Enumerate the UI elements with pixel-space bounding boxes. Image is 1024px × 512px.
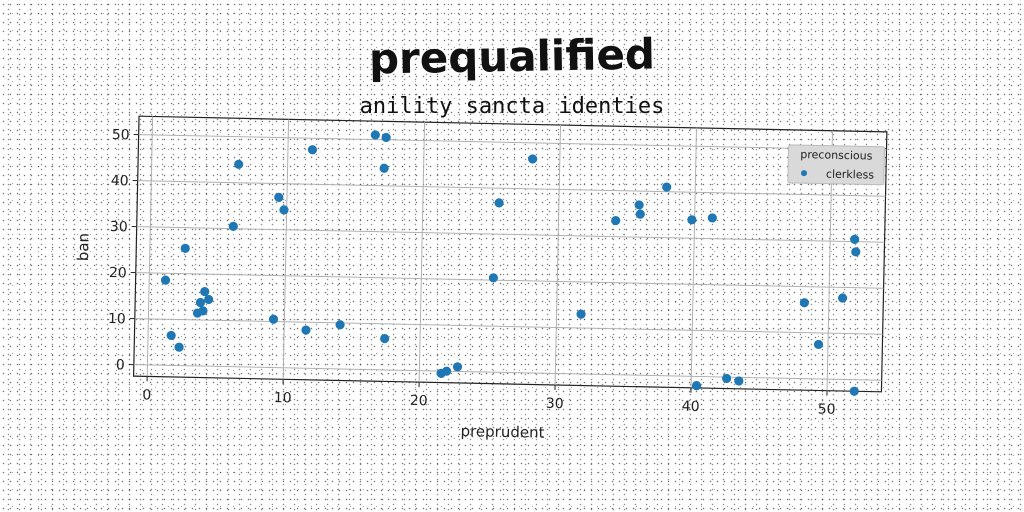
x-gridline — [690, 127, 698, 388]
y-gridline — [135, 272, 884, 289]
y-tick-label: 30 — [110, 219, 128, 235]
data-point — [195, 297, 206, 308]
chart-subtitle: anility sancta identies — [359, 94, 665, 119]
data-point — [381, 132, 391, 143]
data-point — [380, 333, 390, 344]
data-point — [301, 325, 311, 335]
data-point — [687, 215, 697, 225]
data-points — [160, 130, 861, 396]
data-point — [174, 342, 184, 352]
x-tick-label: 30 — [546, 396, 564, 412]
legend-title: preconscious — [800, 148, 873, 163]
x-gridline — [282, 119, 290, 380]
x-tick-label: 50 — [818, 401, 836, 417]
grid — [133, 116, 887, 391]
data-point — [160, 275, 171, 285]
y-axis-label: ban — [74, 233, 93, 262]
data-point — [204, 294, 214, 305]
x-tick-label: 20 — [410, 393, 428, 409]
data-point — [370, 130, 380, 140]
data-point — [691, 381, 702, 391]
data-point — [722, 373, 732, 384]
data-point — [441, 366, 452, 376]
data-point — [228, 221, 238, 231]
legend-marker — [800, 170, 807, 177]
legend-box — [787, 144, 886, 186]
data-point — [837, 293, 848, 303]
data-point — [528, 154, 538, 164]
data-point — [851, 247, 861, 257]
x-gridline — [418, 122, 426, 383]
data-point — [180, 243, 190, 253]
x-gridline — [146, 116, 154, 377]
x-tick-label: 40 — [682, 399, 700, 415]
data-point — [200, 286, 210, 297]
data-point — [268, 314, 279, 324]
data-point — [379, 163, 389, 173]
data-point — [799, 298, 809, 308]
data-point — [813, 339, 824, 350]
y-gridline — [138, 134, 887, 151]
legend-entry-clerkless: clerkless — [826, 168, 875, 182]
data-point — [307, 145, 318, 155]
data-point — [166, 330, 176, 341]
data-point — [335, 320, 345, 330]
y-gridline — [133, 364, 882, 381]
data-point — [634, 200, 644, 210]
data-point — [279, 205, 289, 215]
x-axis-label: preprudent — [460, 422, 544, 442]
plot-frame — [132, 115, 888, 393]
data-point — [452, 362, 463, 372]
data-point — [274, 192, 284, 202]
data-point — [707, 213, 717, 223]
axis-ticks: 0 10 20 30 40 50 0 10 20 30 40 50 — [108, 127, 836, 418]
y-gridline — [134, 318, 883, 335]
data-point — [850, 234, 860, 244]
y-tick-label: 50 — [112, 127, 130, 143]
x-gridline — [554, 125, 562, 385]
data-point — [494, 198, 504, 208]
data-point — [734, 376, 744, 386]
data-point — [488, 273, 499, 283]
y-tick-label: 20 — [109, 265, 127, 281]
data-point — [198, 306, 208, 316]
legend: preconscious clerkless — [787, 144, 886, 186]
data-point — [611, 215, 621, 226]
y-tick-label: 40 — [111, 173, 129, 189]
y-tick-label: 0 — [116, 357, 125, 373]
data-point — [234, 159, 244, 169]
x-tick-label: 10 — [274, 390, 292, 406]
data-point — [576, 309, 586, 319]
data-point — [662, 182, 672, 192]
x-tick-label: 0 — [142, 387, 151, 403]
data-point — [849, 386, 859, 396]
y-gridline — [137, 180, 886, 197]
y-gridline — [136, 226, 885, 243]
y-tick-label: 10 — [108, 311, 126, 327]
data-point — [635, 209, 645, 219]
